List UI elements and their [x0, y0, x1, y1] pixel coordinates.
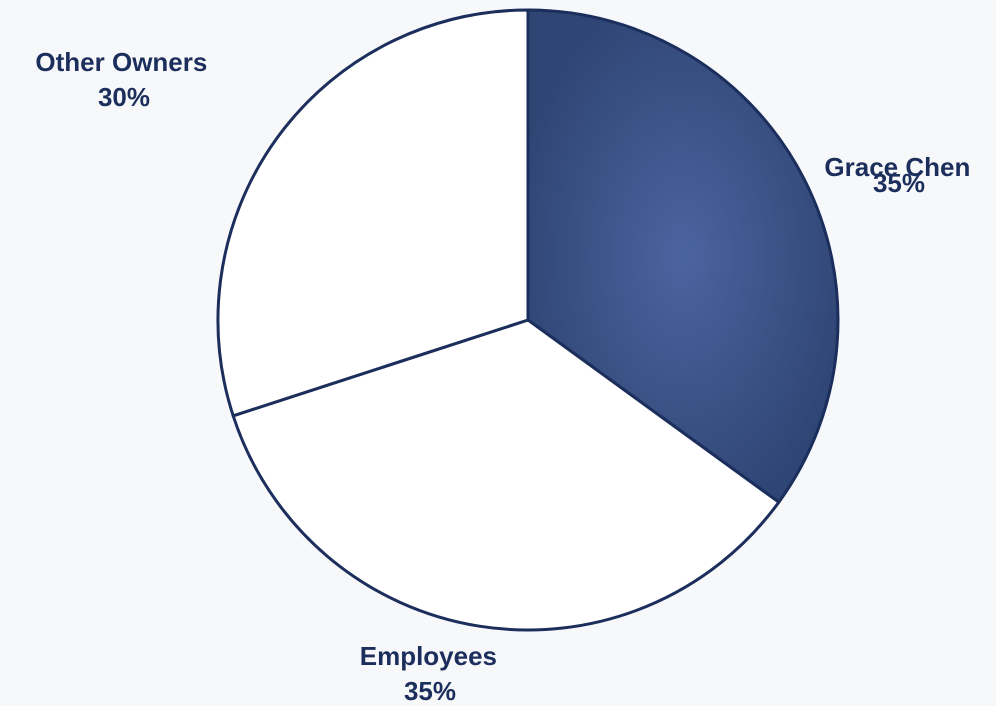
slice-label-other-owners-percent: 30%: [98, 82, 150, 112]
slice-label-employees-name: Employees: [360, 641, 497, 671]
pie-slices: [216, 8, 840, 632]
pie-slice-grace-chen: [526, 8, 840, 504]
pie-slice-other-owners: [216, 8, 530, 418]
slice-label-grace-chen-percent: 35%: [873, 168, 925, 198]
slice-labels: Grace Chen 35% Employees 35% Other Owner…: [35, 47, 977, 706]
slice-label-grace-chen: Grace Chen 35%: [824, 152, 977, 198]
slice-label-grace-chen-name: Grace Chen: [824, 152, 970, 182]
slice-label-other-owners-name: Other Owners: [35, 47, 207, 77]
slice-label-employees: Employees 35%: [360, 641, 505, 706]
pie-slice-employees: [231, 318, 781, 632]
slice-label-other-owners: Other Owners 30%: [35, 47, 214, 112]
slice-label-employees-percent: 35%: [404, 676, 456, 706]
